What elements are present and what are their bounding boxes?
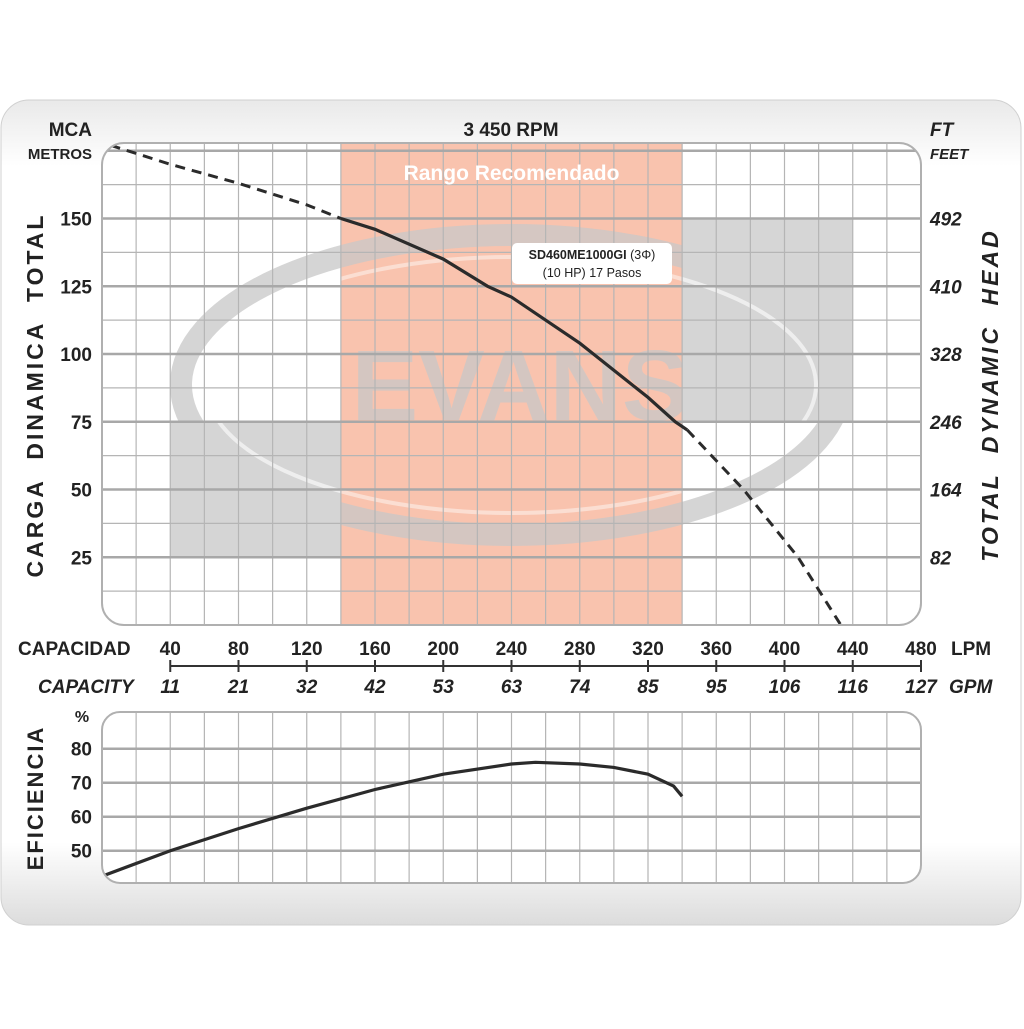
x-tick-label-lpm: 440 (837, 639, 869, 660)
model-label-box: SD460ME1000GI (3Φ) (10 HP) 17 Pasos (512, 243, 672, 284)
y-tick-label-ft: 246 (929, 413, 962, 434)
watermark-registered: ® (792, 370, 813, 401)
x-unit-lpm: LPM (951, 639, 991, 660)
y-tick-label-ft: 410 (929, 277, 962, 298)
x-tick-label-gpm: 127 (905, 677, 938, 698)
y-unit-feet: FEET (930, 146, 970, 163)
chart-title: 3 450 RPM (463, 120, 558, 141)
watermark-text: EVANS (351, 330, 688, 442)
x-tick-label-lpm: 160 (359, 639, 391, 660)
efficiency-unit: % (75, 709, 89, 726)
eff-y-tick-label: 80 (71, 740, 92, 761)
x-label-capacity: CAPACITY (38, 677, 136, 698)
head-curve-dashed-low (110, 143, 342, 220)
y-unit-metros: METROS (28, 146, 92, 163)
model-spec: (10 HP) 17 Pasos (543, 266, 642, 280)
recommended-range-label: Rango Recomendado (404, 162, 620, 185)
y-axis-title-left: CARGA DINAMICA TOTAL (22, 213, 48, 578)
x-tick-label-gpm: 106 (769, 677, 801, 698)
y-tick-label-mca: 25 (71, 548, 93, 569)
model-name: SD460ME1000GI (529, 248, 627, 262)
x-tick-label-lpm: 400 (769, 639, 801, 660)
x-tick-label-gpm: 11 (160, 677, 180, 698)
x-tick-label-gpm: 53 (433, 677, 455, 698)
head-curve-dashed-high (686, 428, 843, 625)
efficiency-axis-title: EFICIENCIA (23, 726, 48, 871)
y-unit-mca: MCA (49, 120, 93, 141)
x-tick-label-lpm: 200 (427, 639, 459, 660)
x-tick-label-lpm: 480 (905, 639, 937, 660)
x-tick-label-gpm: 32 (296, 677, 318, 698)
x-tick-label-gpm: 21 (227, 677, 249, 698)
x-tick-label-lpm: 240 (496, 639, 528, 660)
y-tick-label-ft: 492 (929, 210, 962, 231)
x-tick-label-gpm: 42 (363, 677, 386, 698)
x-tick-label-gpm: 85 (637, 677, 659, 698)
model-phase: (3Φ) (627, 248, 656, 262)
y-tick-label-mca: 150 (60, 210, 92, 231)
head-curve-solid (340, 216, 689, 432)
x-tick-label-gpm: 95 (706, 677, 728, 698)
x-tick-label-gpm: 74 (569, 677, 591, 698)
y-tick-label-mca: 125 (60, 277, 92, 298)
x-tick-label-lpm: 360 (700, 639, 732, 660)
y-tick-label-ft: 82 (930, 548, 952, 569)
y-unit-ft: FT (930, 120, 955, 141)
x-label-capacidad: CAPACIDAD (18, 639, 131, 660)
y-tick-label-mca: 100 (60, 345, 92, 366)
y-tick-label-mca: 50 (71, 481, 92, 502)
x-tick-label-lpm: 280 (564, 639, 596, 660)
x-tick-label-lpm: 40 (160, 639, 181, 660)
svg-text:SD460ME1000GI (3Φ): SD460ME1000GI (3Φ) (529, 248, 656, 262)
efficiency-curve (102, 760, 684, 878)
x-tick-label-lpm: 80 (228, 639, 249, 660)
y-tick-label-ft: 164 (930, 481, 962, 502)
x-tick-label-lpm: 120 (291, 639, 323, 660)
y-axis-title-right: TOTAL DYNAMIC HEAD (977, 228, 1003, 561)
y-tick-label-ft: 328 (930, 345, 962, 366)
x-tick-label-gpm: 116 (838, 677, 869, 698)
x-unit-gpm: GPM (949, 677, 993, 698)
eff-y-tick-label: 70 (71, 774, 92, 795)
x-tick-label-gpm: 63 (501, 677, 523, 698)
eff-y-tick-label: 60 (71, 808, 92, 829)
y-tick-label-mca: 75 (71, 413, 93, 434)
eff-y-tick-label: 50 (71, 842, 92, 863)
x-tick-label-lpm: 320 (632, 639, 664, 660)
